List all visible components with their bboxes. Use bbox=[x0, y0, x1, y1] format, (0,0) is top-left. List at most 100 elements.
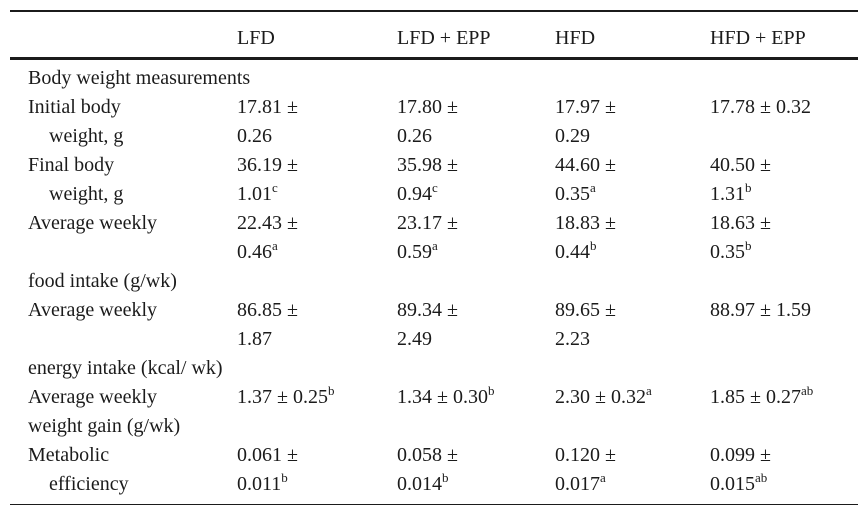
table-row: Average weekly energy intake (kcal/ wk) 8… bbox=[10, 296, 858, 383]
cell-line: 0.015ab bbox=[710, 470, 768, 495]
row-label-cell: Final body weight, g bbox=[10, 151, 237, 209]
significance-superscript: b bbox=[281, 470, 288, 485]
row-label-cell: Initial body weight, g bbox=[10, 93, 237, 151]
significance-superscript: b bbox=[590, 238, 597, 253]
column-header-hfd-epp: HFD + EPP bbox=[710, 27, 806, 49]
header-row: LFD LFD + EPP HFD HFD + EPP bbox=[10, 11, 858, 59]
cell-line: 0.59a bbox=[397, 238, 438, 263]
value-cell: 89.34 ± 2.49 bbox=[397, 296, 555, 383]
significance-superscript: b bbox=[442, 470, 449, 485]
significance-superscript: a bbox=[432, 238, 438, 253]
column-header-empty bbox=[10, 11, 237, 59]
value-cell: 17.78 ± 0.32 bbox=[710, 93, 858, 151]
table-header: LFD LFD + EPP HFD HFD + EPP bbox=[10, 11, 858, 59]
cell-line: weight, g bbox=[49, 125, 124, 147]
table-body: Body weight measurements Initial body weig… bbox=[10, 59, 858, 505]
cell-line: 89.34 ± bbox=[397, 299, 458, 321]
row-label-cell: Average weekly weight gain (g/wk) bbox=[10, 383, 237, 441]
section-row: Body weight measurements bbox=[10, 59, 858, 94]
cell-line: Average weekly bbox=[28, 212, 158, 234]
value-cell: 40.50 ± 1.31b bbox=[710, 151, 858, 209]
cell-line: 88.97 ± 1.59 bbox=[710, 299, 811, 321]
cell-line: 1.87 bbox=[237, 328, 272, 350]
column-header-hfd: HFD bbox=[555, 27, 596, 49]
section-label: Body weight measurements bbox=[10, 59, 858, 94]
cell-line: Initial body bbox=[28, 96, 121, 118]
cell-line: 1.34 ± 0.30b bbox=[397, 383, 495, 408]
cell-line: 0.099 ± bbox=[710, 444, 771, 466]
cell-line: Average weekly bbox=[28, 299, 158, 321]
value-cell: 35.98 ± 0.94c bbox=[397, 151, 555, 209]
cell-line: Metabolic bbox=[28, 444, 110, 466]
value-cell: 0.099 ± 0.015ab bbox=[710, 441, 858, 505]
value-cell: 0.061 ± 0.011b bbox=[237, 441, 397, 505]
cell-line: weight gain (g/wk) bbox=[28, 415, 181, 437]
cell-line: 0.44b bbox=[555, 238, 597, 263]
value-cell: 17.81 ± 0.26 bbox=[237, 93, 397, 151]
value-cell: 17.80 ± 0.26 bbox=[397, 93, 555, 151]
cell-line: 17.81 ± bbox=[237, 96, 298, 118]
significance-superscript: c bbox=[432, 180, 438, 195]
significance-superscript: a bbox=[645, 383, 652, 398]
significance-superscript: a bbox=[590, 180, 596, 195]
table-row: Average weekly food intake (g/wk) 22.43 ±… bbox=[10, 209, 858, 296]
cell-line: 0.29 bbox=[555, 125, 590, 147]
cell-line: 2.30 ± 0.32a bbox=[555, 383, 652, 408]
column-header-lfd: LFD bbox=[237, 27, 275, 49]
cell-line: 1.01c bbox=[237, 180, 278, 205]
cell-line: 17.80 ± bbox=[397, 96, 458, 118]
cell-line: 0.120 ± bbox=[555, 444, 616, 466]
cell-line: 2.49 bbox=[397, 328, 432, 350]
row-label-cell: Average weekly food intake (g/wk) bbox=[10, 209, 237, 296]
cell-line: Body weight measurements bbox=[28, 67, 251, 89]
cell-line: 0.35a bbox=[555, 180, 596, 205]
value-cell: 1.37 ± 0.25b bbox=[237, 383, 397, 441]
cell-line: 2.23 bbox=[555, 328, 590, 350]
significance-superscript: ab bbox=[800, 383, 814, 398]
cell-line bbox=[28, 238, 237, 267]
value-cell: 36.19 ± 1.01c bbox=[237, 151, 397, 209]
cell-line: 18.63 ± bbox=[710, 212, 771, 234]
value-cell: 0.058 ± 0.014b bbox=[397, 441, 555, 505]
value-cell: 23.17 ± 0.59a bbox=[397, 209, 555, 296]
value-cell: 0.120 ± 0.017a bbox=[555, 441, 710, 505]
cell-line: 0.26 bbox=[237, 125, 272, 147]
cell-line: 0.011b bbox=[237, 470, 288, 495]
table-row: Average weekly weight gain (g/wk) 1.37 ± 0… bbox=[10, 383, 858, 441]
cell-line: 89.65 ± bbox=[555, 299, 616, 321]
cell-line: 18.83 ± bbox=[555, 212, 616, 234]
significance-superscript: b bbox=[487, 383, 495, 398]
value-cell: 22.43 ± 0.46a bbox=[237, 209, 397, 296]
cell-line: Final body bbox=[28, 154, 115, 176]
cell-line: 40.50 ± bbox=[710, 154, 771, 176]
cell-line: 0.26 bbox=[397, 125, 432, 147]
cell-line: 22.43 ± bbox=[237, 212, 298, 234]
value-cell: 2.30 ± 0.32a bbox=[555, 383, 710, 441]
cell-line: food intake (g/wk) bbox=[28, 270, 177, 292]
value-cell: 18.63 ± 0.35b bbox=[710, 209, 858, 296]
cell-line: 0.014b bbox=[397, 470, 449, 495]
cell-line: 86.85 ± bbox=[237, 299, 298, 321]
value-cell: 1.34 ± 0.30b bbox=[397, 383, 555, 441]
cell-line: 0.017a bbox=[555, 470, 606, 495]
cell-line: 1.37 ± 0.25b bbox=[237, 383, 335, 408]
cell-line: 0.058 ± bbox=[397, 444, 458, 466]
cell-line: energy intake (kcal/ wk) bbox=[28, 357, 223, 379]
cell-line bbox=[28, 325, 237, 354]
cell-line: 1.31b bbox=[710, 180, 752, 205]
cell-line: 23.17 ± bbox=[397, 212, 458, 234]
cell-line: 1.85 ± 0.27ab bbox=[710, 383, 814, 408]
value-cell: 17.97 ± 0.29 bbox=[555, 93, 710, 151]
significance-superscript: c bbox=[272, 180, 278, 195]
significance-superscript: b bbox=[745, 180, 752, 195]
cell-line: 17.97 ± bbox=[555, 96, 616, 118]
significance-superscript: a bbox=[272, 238, 278, 253]
cell-line: 17.78 ± 0.32 bbox=[710, 96, 811, 118]
value-cell: 89.65 ± 2.23 bbox=[555, 296, 710, 383]
value-cell: 88.97 ± 1.59 bbox=[710, 296, 858, 383]
results-table: LFD LFD + EPP HFD HFD + EPP Body weight mea… bbox=[10, 10, 858, 505]
table-row: Final body weight, g 36.19 ± 1.01c 35.98 ± 0.… bbox=[10, 151, 858, 209]
value-cell: 86.85 ± 1.87 bbox=[237, 296, 397, 383]
significance-superscript: ab bbox=[755, 470, 768, 485]
table-row: Metabolic efficiency 0.061 ±0.011b 0.058 ±0… bbox=[10, 441, 858, 505]
